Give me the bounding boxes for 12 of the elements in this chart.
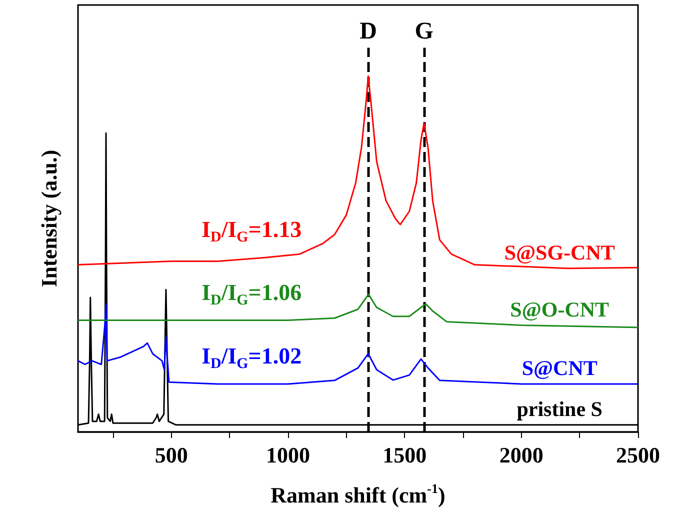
ref-line-label: G bbox=[414, 18, 434, 45]
series-label: S@O-CNT bbox=[510, 297, 610, 322]
series-label: pristine S bbox=[516, 396, 602, 421]
series-label: S@CNT bbox=[522, 356, 598, 380]
x-tick-label: 1500 bbox=[382, 442, 427, 468]
y-axis-title: Intensity (a.u.) bbox=[36, 150, 62, 288]
x-tick-label: 2000 bbox=[499, 442, 544, 468]
x-tick-label: 2500 bbox=[616, 442, 660, 468]
x-tick-label: 500 bbox=[154, 442, 188, 468]
series-label: S@SG-CNT bbox=[504, 240, 615, 264]
ref-line-label: D bbox=[360, 18, 377, 45]
x-tick-label: 1000 bbox=[266, 442, 310, 468]
